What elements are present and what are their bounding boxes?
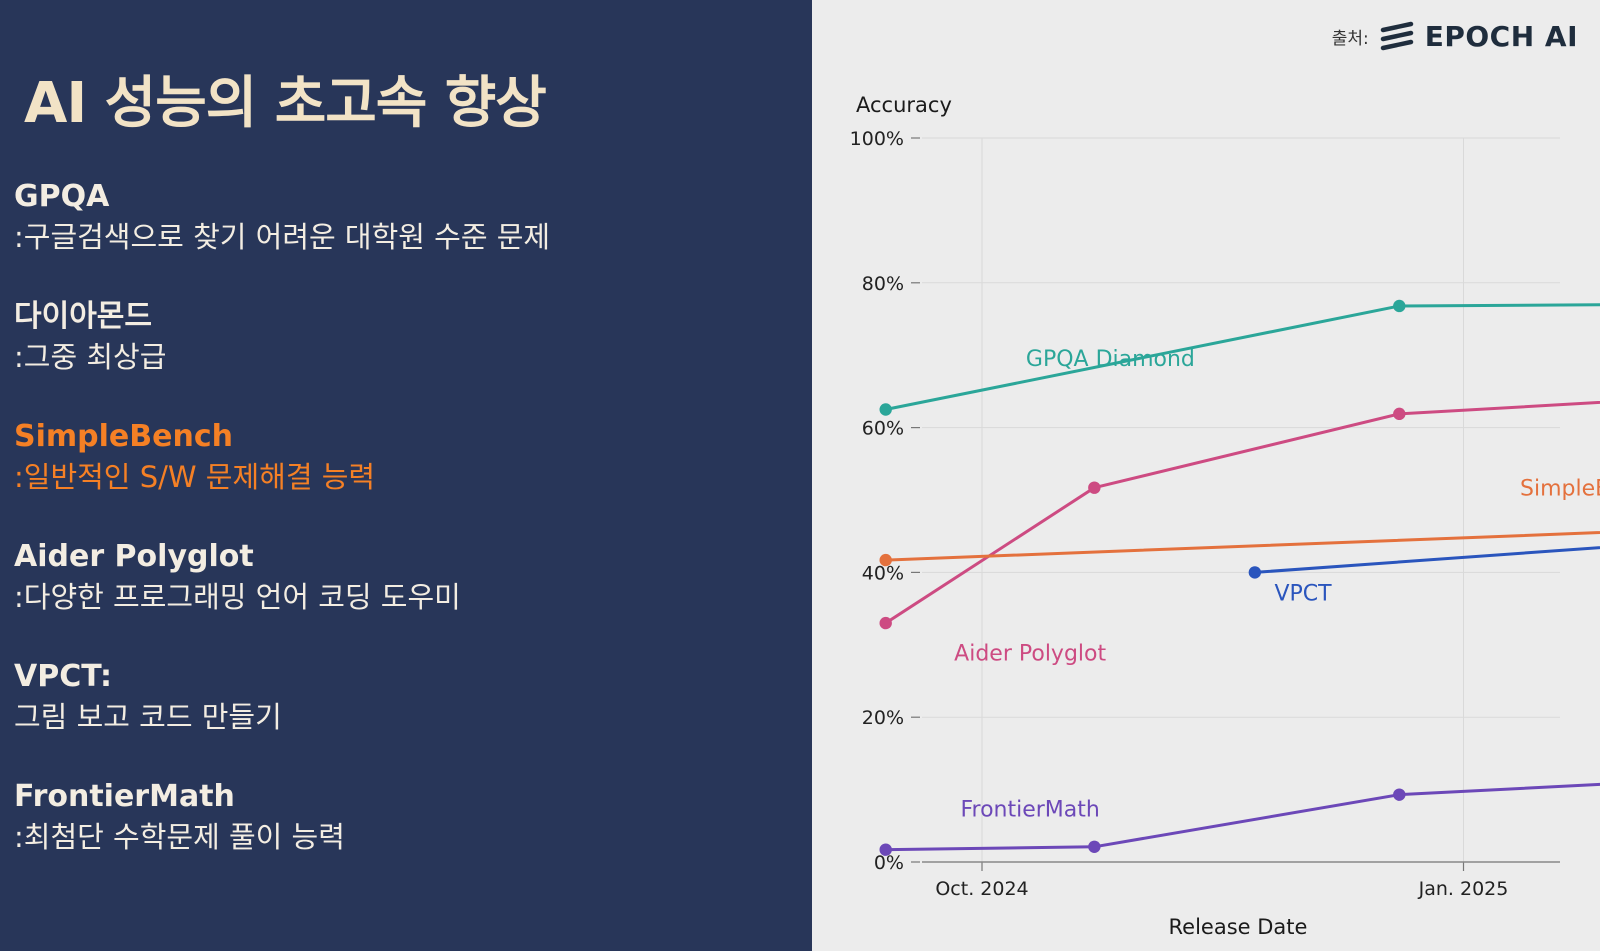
data-point: [1248, 566, 1262, 579]
series-vpct: VPCT+26%: [1248, 546, 1600, 607]
source-label: 출처:: [1331, 29, 1369, 49]
benchmark-name: FrontierMath: [14, 779, 235, 814]
source-name: EPOCH AI: [1424, 20, 1578, 53]
benchmark-desc: :일반적인 S/W 문제해결 능력: [14, 460, 376, 494]
series-simplebench: SimpleBench+21%: [879, 477, 1600, 567]
y-tick-label: 40%: [862, 562, 904, 584]
benchmark-name: Aider Polyglot: [14, 539, 254, 574]
series-line: [885, 303, 1600, 411]
series-gpqa-diamond: GPQA Diamond+25%: [879, 299, 1600, 416]
benchmark-item-frontiermath: FrontierMath :최첨단 수학문제 풀이 능력: [14, 777, 794, 857]
chart-panel: 출처: EPOCH AI 0% 20% 40% 60% 80% 100% Oct. 2024…: [812, 0, 1600, 951]
benchmark-item-vpct: VPCT: 그림 보고 코드 만들기: [14, 657, 794, 737]
benchmark-name: VPCT:: [14, 659, 113, 694]
chart-series: GPQA Diamond+25%Aider Polyglot+52%Simple…: [879, 299, 1600, 856]
data-point: [879, 616, 892, 630]
data-point: [879, 403, 892, 416]
slide-title: AI 성능의 초고속 향상: [24, 71, 547, 136]
x-axis-title: Release Date: [1169, 915, 1308, 939]
data-point: [1088, 840, 1101, 853]
y-axis-title: Accuracy: [856, 93, 952, 117]
source-credit: 출처: EPOCH AI: [1332, 20, 1578, 53]
benchmark-desc: :최첨단 수학문제 풀이 능력: [14, 820, 345, 854]
series-line: [885, 531, 1600, 562]
y-tick-label: 20%: [862, 707, 904, 729]
data-point: [1393, 407, 1406, 421]
data-point: [879, 843, 892, 856]
left-panel: AI 성능의 초고속 향상 GPQA :구글검색으로 찾기 어려운 대학원 수준…: [0, 0, 812, 951]
series-line: [1254, 546, 1600, 574]
series-name-label: Aider Polyglot: [954, 642, 1106, 667]
series-name-label: SimpleBench: [1520, 477, 1600, 502]
series-name-label: FrontierMath: [960, 797, 1099, 822]
benchmark-name: SimpleBench: [14, 419, 233, 454]
benchmark-name: GPQA: [14, 179, 110, 214]
data-point: [1393, 788, 1406, 801]
series-name-label: VPCT: [1274, 582, 1332, 607]
y-tick-label: 80%: [862, 273, 904, 295]
x-tick-label: Oct. 2024: [935, 878, 1028, 900]
series-name-label: GPQA Diamond: [1026, 347, 1195, 372]
data-point: [1393, 299, 1406, 313]
series-frontiermath: FrontierMath+23%: [879, 782, 1600, 856]
series-line: [885, 782, 1600, 852]
x-tick-label: Jan. 2025: [1418, 878, 1509, 900]
benchmark-desc: :다양한 프로그래밍 언어 코딩 도우미: [14, 580, 461, 614]
data-point: [879, 553, 892, 567]
benchmark-item-simplebench: SimpleBench :일반적인 S/W 문제해결 능력: [14, 417, 794, 497]
benchmark-desc: :구글검색으로 찾기 어려운 대학원 수준 문제: [14, 220, 551, 254]
benchmark-item-aider: Aider Polyglot :다양한 프로그래밍 언어 코딩 도우미: [14, 537, 794, 617]
benchmark-name: 다이아몬드: [14, 299, 152, 334]
chart-grid: [922, 137, 1560, 862]
series-aider-polyglot: Aider Polyglot+52%: [879, 400, 1600, 667]
epoch-logo-icon: [1380, 21, 1413, 50]
benchmark-item-diamond: 다이아몬드 :그중 최상급: [14, 297, 794, 377]
y-tick-label: 0%: [874, 852, 904, 874]
series-line: [884, 400, 1600, 625]
data-point: [1088, 481, 1101, 494]
benchmark-item-gpqa: GPQA :구글검색으로 찾기 어려운 대학원 수준 문제: [14, 177, 794, 257]
benchmark-desc: 그림 보고 코드 만들기: [14, 700, 282, 734]
y-tick-label: 100%: [850, 128, 904, 150]
benchmark-desc: :그중 최상급: [14, 340, 167, 374]
y-tick-label: 60%: [862, 418, 904, 440]
